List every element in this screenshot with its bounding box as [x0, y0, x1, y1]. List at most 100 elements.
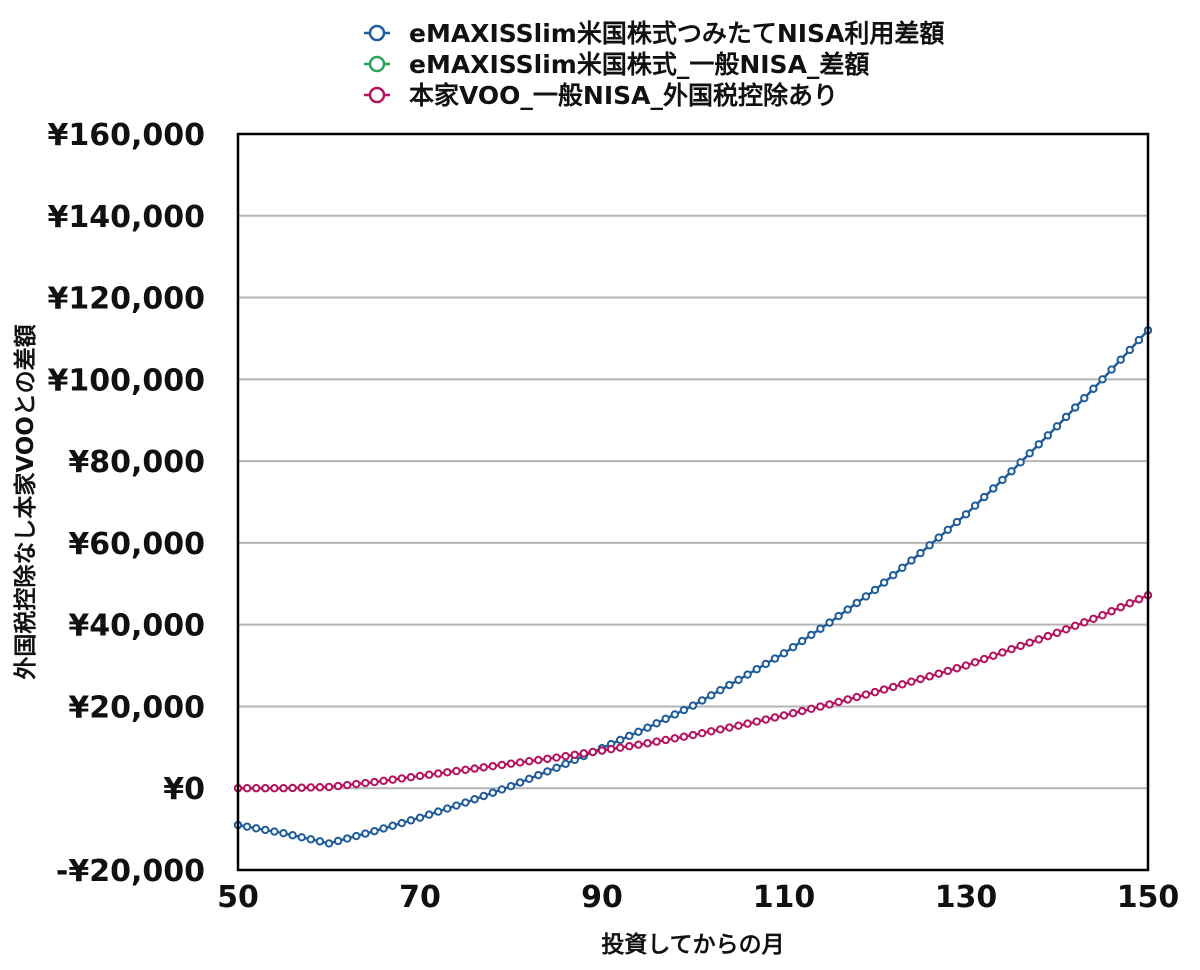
data-point: [361, 829, 370, 838]
x-tick-label: 50: [217, 880, 259, 915]
data-point: [743, 719, 752, 728]
data-point: [488, 761, 497, 771]
data-point: [443, 804, 452, 813]
data-point: [424, 770, 434, 779]
data-point: [625, 741, 634, 751]
data-point: [843, 605, 852, 614]
data-point: [1089, 614, 1098, 623]
data-point: [242, 822, 252, 831]
y-tick-label: ¥40,000: [68, 609, 205, 644]
data-point: [461, 798, 470, 807]
data-point: [943, 525, 952, 535]
data-point: [515, 758, 525, 767]
data-point: [989, 651, 998, 660]
series-3: [233, 591, 1153, 793]
x-axis-title: 投資してからの月: [601, 931, 784, 958]
data-point: [661, 735, 670, 745]
data-point: [943, 666, 952, 676]
data-point: [1098, 375, 1107, 384]
gridlines: [238, 214, 1148, 790]
data-point: [479, 763, 488, 772]
data-point: [980, 492, 989, 502]
data-point: [424, 810, 434, 819]
data-point: [1034, 440, 1044, 449]
data-point: [688, 730, 698, 740]
data-point: [980, 654, 989, 664]
data-point: [388, 775, 397, 784]
data-point: [952, 664, 962, 673]
data-point: [852, 692, 861, 702]
data-point: [506, 781, 516, 791]
legend-marker: [368, 55, 386, 73]
legend-marker: [368, 86, 386, 104]
data-point: [288, 831, 297, 840]
data-point: [916, 548, 925, 558]
data-point: [1025, 449, 1034, 458]
data-point: [470, 795, 479, 804]
data-point: [534, 755, 543, 765]
data-point: [606, 744, 616, 754]
data-point: [497, 760, 507, 770]
legend-entry: eMAXISSlim米国株式_一般NISA_差額: [364, 50, 869, 79]
y-tick-label: ¥80,000: [68, 445, 205, 480]
legend-label: 本家VOO_一般NISA_外国税控除あり: [409, 81, 838, 110]
data-point: [616, 735, 625, 745]
data-point: [725, 680, 734, 690]
data-point: [734, 675, 743, 685]
data-point: [333, 836, 343, 846]
data-point: [543, 767, 552, 776]
data-point: [652, 737, 661, 746]
data-point: [497, 785, 507, 794]
data-point: [779, 711, 789, 720]
data-point: [434, 807, 443, 816]
data-point: [561, 751, 570, 761]
data-point: [834, 697, 843, 707]
data-point: [916, 674, 925, 684]
data-point: [306, 783, 315, 792]
y-tick-label: ¥20,000: [68, 690, 205, 725]
data-point: [788, 709, 798, 718]
y-tick-label: ¥0: [163, 772, 205, 807]
legend-entry: eMAXISSlim米国株式つみたてNISA利用差額: [364, 19, 944, 48]
data-point: [716, 685, 725, 695]
data-point: [707, 727, 716, 736]
data-point: [1071, 403, 1080, 412]
data-point: [352, 831, 361, 841]
data-point: [315, 783, 325, 792]
data-point: [907, 677, 916, 686]
data-point: [998, 475, 1007, 485]
data-point: [998, 648, 1007, 657]
data-point: [397, 774, 406, 783]
data-point: [470, 764, 479, 773]
data-point: [288, 783, 297, 793]
series-1: [233, 326, 1153, 848]
data-point: [552, 763, 561, 772]
data-point: [716, 725, 725, 734]
data-point: [989, 484, 998, 493]
data-point: [252, 824, 261, 833]
data-point: [798, 636, 807, 646]
x-tick-label: 130: [935, 880, 998, 915]
data-point: [397, 818, 406, 828]
data-point: [925, 672, 934, 681]
data-point: [506, 759, 516, 768]
data-point: [1043, 431, 1053, 440]
data-point: [816, 702, 825, 711]
data-point: [297, 833, 306, 842]
data-point: [1089, 384, 1098, 393]
data-point: [415, 813, 425, 822]
data-point: [379, 776, 388, 786]
data-point: [870, 585, 880, 595]
data-point: [1107, 365, 1116, 374]
data-point: [597, 746, 607, 755]
y-axis-title: 外国税控除なし本家VOOとの差額: [12, 324, 39, 679]
data-point: [270, 784, 279, 793]
data-point: [852, 598, 861, 608]
data-point: [898, 680, 907, 689]
data-point: [697, 696, 707, 705]
data-point: [579, 749, 588, 758]
data-point: [934, 533, 943, 542]
data-point: [907, 556, 916, 565]
legend-label: eMAXISSlim米国株式_一般NISA_差額: [409, 50, 869, 79]
